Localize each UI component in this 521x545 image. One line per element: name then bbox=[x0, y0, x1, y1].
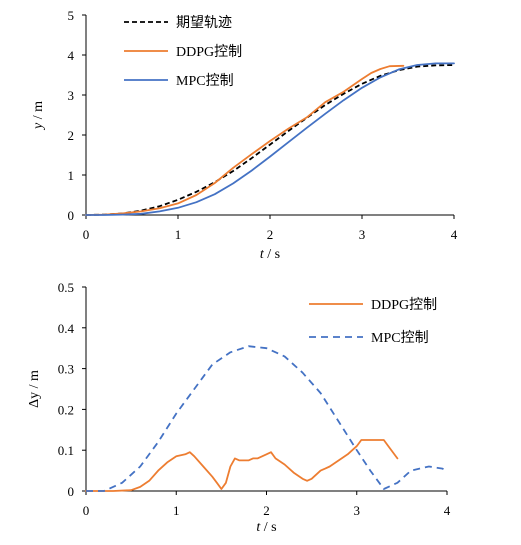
series-line-2 bbox=[85, 62, 455, 216]
y-tick-label: 0.4 bbox=[58, 321, 75, 336]
y-tick-label: 1 bbox=[68, 168, 75, 183]
x-axis-unit: / s bbox=[260, 520, 276, 535]
x-tick-label: 0 bbox=[83, 503, 90, 518]
series-line-1 bbox=[85, 64, 405, 216]
series-line-1 bbox=[86, 345, 448, 492]
legend-label-1: DDPG控制 bbox=[176, 44, 242, 60]
x-tick-label: 1 bbox=[173, 503, 180, 518]
y-tick-label: 4 bbox=[68, 48, 75, 63]
x-axis-variable: t bbox=[256, 520, 261, 535]
x-tick-label: 1 bbox=[175, 227, 182, 242]
y-tick-label: 3 bbox=[68, 88, 75, 103]
x-tick-label: 4 bbox=[451, 227, 458, 242]
x-axis-title: t / s bbox=[260, 247, 280, 262]
legend-label-1: MPC控制 bbox=[371, 330, 429, 346]
y-tick-label: 0.5 bbox=[58, 280, 74, 295]
x-tick-label: 0 bbox=[83, 227, 90, 242]
y-axis-variable: y bbox=[31, 122, 46, 131]
x-axis-unit: / s bbox=[264, 247, 280, 262]
chart-trajectory: 0 1 2 3 4 0 1 2 3 4 5 t / s y / m 期望轨迹 DDPG控制 MPC控制 bbox=[31, 8, 458, 262]
chart-error: 0 1 2 3 4 0 0.1 0.2 0.3 0.4 0.5 t / s Δy / m DDPG控制 MP… bbox=[27, 280, 451, 535]
y-tick-label: 0.3 bbox=[58, 362, 74, 377]
y-tick-label: 0 bbox=[68, 208, 75, 223]
x-tick-label: 3 bbox=[359, 227, 366, 242]
legend: 期望轨迹 DDPG控制 MPC控制 bbox=[124, 15, 242, 89]
y-axis-unit: / m bbox=[31, 101, 46, 123]
y-tick-label: 2 bbox=[68, 128, 75, 143]
y-tick-label: 5 bbox=[68, 8, 75, 23]
legend-label-0: DDPG控制 bbox=[371, 297, 437, 313]
series-line-0 bbox=[85, 439, 399, 492]
y-tick-label: 0.1 bbox=[58, 443, 74, 458]
y-tick-label: 0 bbox=[68, 484, 75, 499]
legend: DDPG控制 MPC控制 bbox=[309, 297, 437, 346]
legend-label-2: MPC控制 bbox=[176, 73, 234, 89]
legend-label-0: 期望轨迹 bbox=[176, 15, 232, 31]
x-axis-title: t / s bbox=[256, 520, 276, 535]
y-axis-title: y / m bbox=[31, 101, 46, 131]
x-axis-variable: t bbox=[260, 247, 265, 262]
x-tick-label: 4 bbox=[444, 503, 451, 518]
x-tick-label: 3 bbox=[354, 503, 361, 518]
x-tick-label: 2 bbox=[267, 227, 274, 242]
y-tick-label: 0.2 bbox=[58, 402, 74, 417]
y-axis-title: Δy / m bbox=[27, 370, 42, 408]
x-tick-label: 2 bbox=[263, 503, 270, 518]
